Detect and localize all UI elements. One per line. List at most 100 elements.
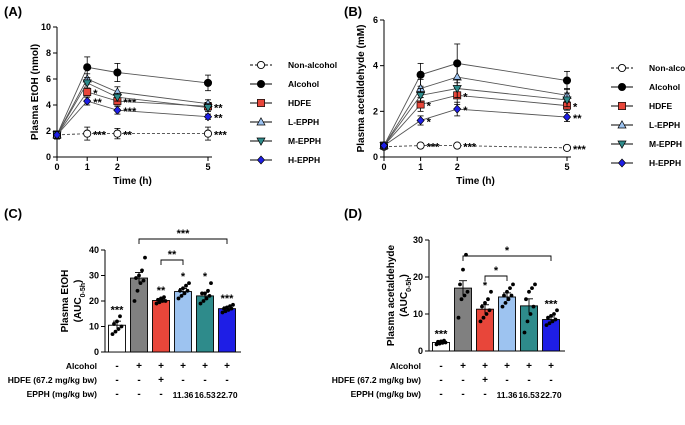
significance-label: ** bbox=[573, 113, 582, 125]
data-point bbox=[176, 296, 181, 301]
legend-entry: HDFE bbox=[250, 98, 311, 108]
y-axis-label-auc: (AUC0-5h) bbox=[399, 274, 413, 317]
legend-marker bbox=[257, 99, 265, 107]
x-tick-label: 2 bbox=[455, 162, 460, 172]
condition-value: 16.53 bbox=[194, 390, 216, 400]
condition-value: - bbox=[181, 375, 184, 386]
series-line bbox=[383, 94, 568, 146]
y-tick-label: 40 bbox=[89, 245, 99, 255]
data-point bbox=[206, 288, 210, 293]
data-point bbox=[110, 332, 115, 337]
data-point bbox=[113, 129, 122, 138]
significance-label: * bbox=[181, 271, 186, 283]
data-point bbox=[178, 288, 182, 293]
significance-label: *** bbox=[573, 144, 587, 156]
condition-value: - bbox=[115, 361, 118, 372]
legend-marker bbox=[617, 82, 627, 92]
data-point bbox=[231, 302, 235, 307]
data-point bbox=[508, 286, 512, 290]
data-point bbox=[562, 112, 572, 122]
data-point bbox=[416, 115, 425, 125]
legend-label: Non-alcohol bbox=[288, 60, 337, 70]
series-line bbox=[56, 82, 209, 136]
x-tick-label: 0 bbox=[381, 162, 386, 172]
legend-marker bbox=[256, 60, 266, 70]
bracket-line bbox=[484, 275, 508, 281]
data-point bbox=[116, 327, 121, 331]
data-point bbox=[500, 304, 505, 309]
condition-row: EPPH (mg/kg bw) - - - 11.36 16.53 22.70 bbox=[27, 389, 238, 400]
data-point bbox=[185, 288, 190, 293]
data-point bbox=[487, 308, 492, 313]
data-point bbox=[552, 312, 556, 316]
significance-label: ** bbox=[123, 130, 132, 142]
panel-label: (C) bbox=[4, 206, 22, 221]
x-tick-label: 5 bbox=[564, 162, 569, 172]
legend-marker bbox=[617, 120, 627, 129]
legend-label: M-EPPH bbox=[288, 136, 321, 146]
data-point bbox=[480, 304, 484, 309]
condition-value: + bbox=[158, 375, 164, 386]
bar-group: * bbox=[196, 271, 214, 353]
data-point bbox=[452, 85, 462, 94]
bar bbox=[476, 308, 494, 352]
condition-value: - bbox=[115, 375, 118, 386]
x-tick-label: 2 bbox=[115, 162, 120, 172]
data-point bbox=[83, 88, 92, 96]
series-h-epph: **** bbox=[379, 101, 582, 151]
significance-label: * bbox=[203, 271, 208, 283]
y-tick-label: 20 bbox=[89, 296, 99, 306]
data-point bbox=[119, 324, 124, 329]
y-tick-label: 20 bbox=[413, 272, 423, 282]
data-point bbox=[562, 76, 572, 85]
legend-marker bbox=[617, 158, 627, 168]
condition-label: HDFE (67.2 mg/kg bw) bbox=[332, 375, 421, 385]
data-point bbox=[141, 278, 146, 283]
data-point bbox=[113, 105, 122, 115]
y-axis-label: Plasma acetaldehyde bbox=[386, 244, 397, 346]
x-tick-label: 1 bbox=[418, 162, 423, 172]
condition-value: - bbox=[225, 375, 228, 386]
y-tick-label: 0 bbox=[46, 152, 51, 162]
y-axis-label: Plasma EtOH (nmol) bbox=[30, 44, 41, 140]
y-tick-label: 10 bbox=[89, 322, 99, 332]
bracket-line bbox=[462, 255, 552, 261]
data-point bbox=[465, 289, 470, 294]
condition-value: - bbox=[115, 389, 118, 400]
legend-marker bbox=[256, 117, 266, 126]
condition-value: 11.36 bbox=[497, 390, 518, 400]
condition-value: - bbox=[439, 375, 442, 386]
significance-label: * bbox=[463, 105, 468, 117]
data-point bbox=[483, 301, 487, 305]
bar bbox=[498, 296, 516, 352]
data-point bbox=[182, 291, 187, 296]
series-m-epph bbox=[379, 78, 572, 151]
data-point bbox=[481, 315, 486, 320]
series-line bbox=[383, 88, 568, 146]
condition-row: EPPH (mg/kg bw) - - - 11.36 16.53 22.70 bbox=[351, 389, 562, 400]
condition-label: Alcohol bbox=[66, 361, 97, 371]
data-point bbox=[456, 315, 461, 320]
legend-label: HDFE bbox=[649, 101, 672, 111]
condition-value: - bbox=[159, 389, 162, 400]
data-point bbox=[530, 286, 534, 290]
series-line bbox=[56, 78, 209, 136]
y-tick-label: 30 bbox=[413, 235, 423, 245]
condition-value: 16.53 bbox=[518, 390, 540, 400]
data-point bbox=[113, 68, 122, 77]
significance-label: *** bbox=[214, 130, 228, 142]
x-axis-label: Time (h) bbox=[456, 176, 495, 187]
y-tick-label: 8 bbox=[46, 48, 51, 58]
data-point bbox=[478, 319, 483, 324]
y-tick-label: 0 bbox=[94, 347, 99, 357]
series-h-epph: ******* bbox=[52, 96, 223, 140]
bar-group: *** bbox=[108, 304, 126, 353]
data-point bbox=[203, 104, 213, 113]
data-point bbox=[138, 281, 143, 286]
legend-label: Non-alcohol bbox=[649, 63, 685, 73]
significance-label: *** bbox=[93, 130, 107, 142]
legend-marker bbox=[617, 63, 627, 73]
data-point bbox=[416, 70, 425, 79]
data-point bbox=[506, 297, 511, 302]
